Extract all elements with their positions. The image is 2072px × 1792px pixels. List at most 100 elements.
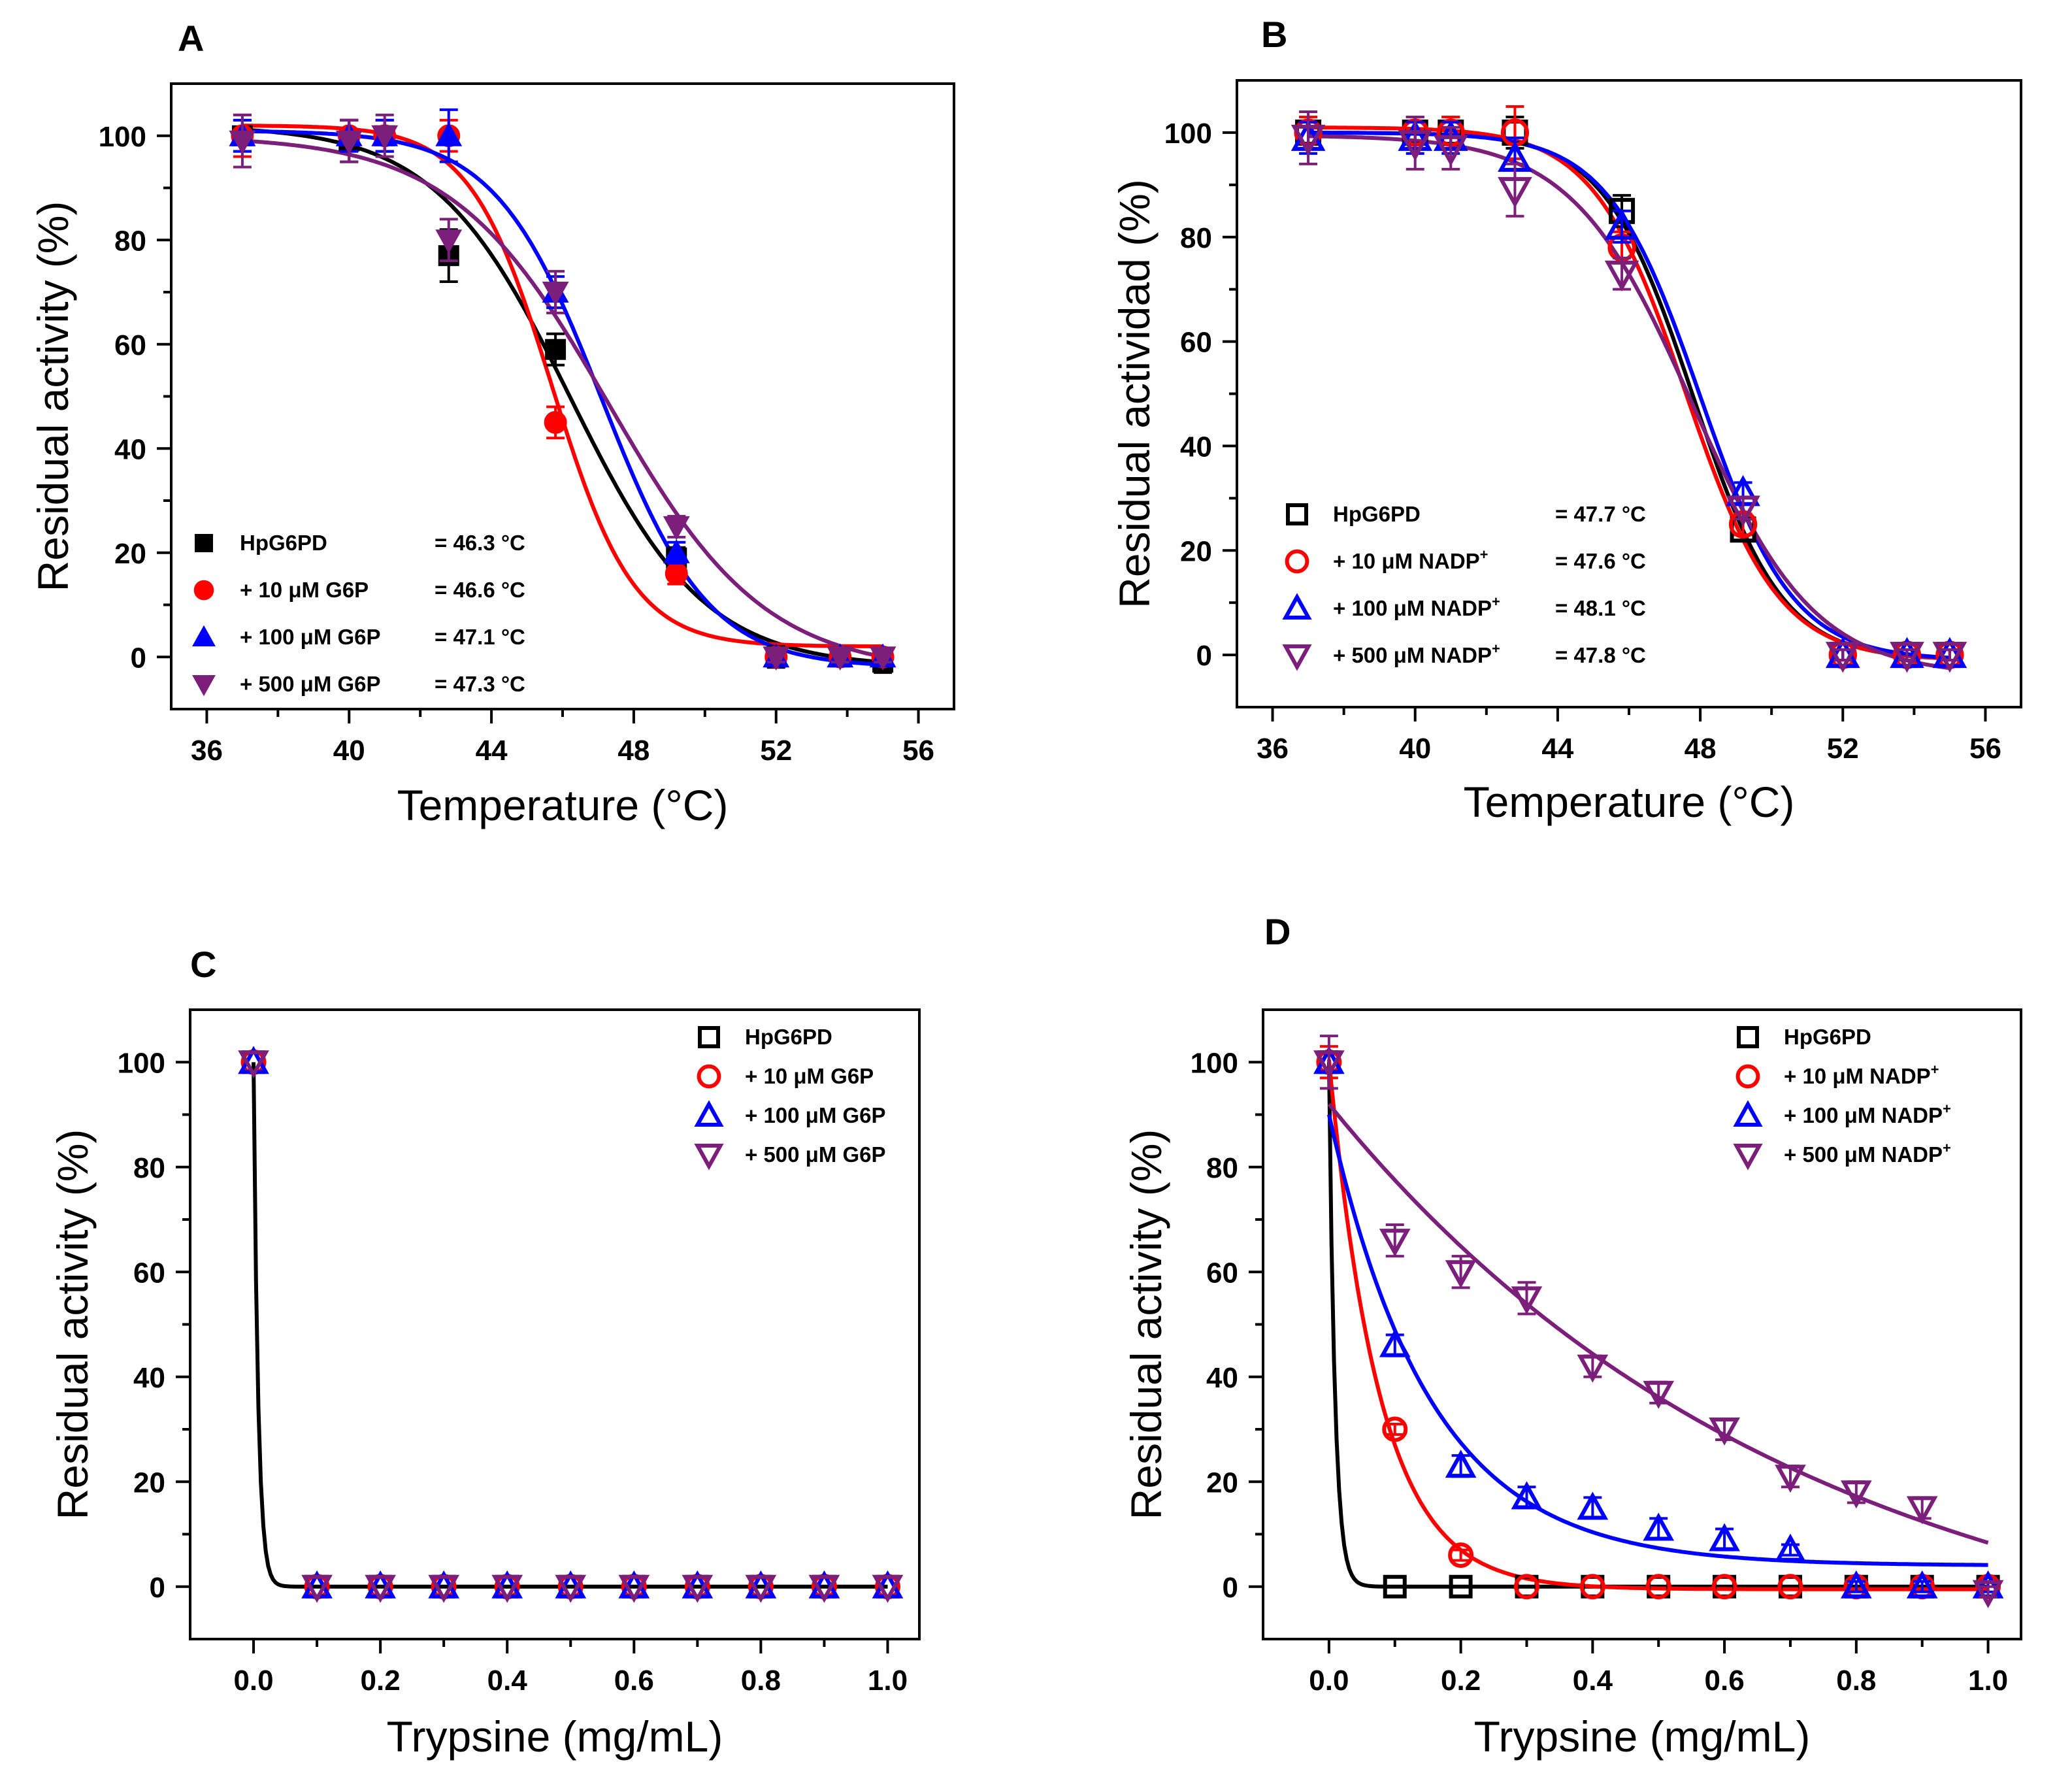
x-tick-label: 0.4 (487, 1665, 528, 1697)
x-tick-label: 40 (333, 735, 365, 767)
y-tick-label: 100 (118, 1047, 165, 1079)
y-tick-label: 80 (1180, 222, 1212, 254)
y-tick-label: 60 (1206, 1257, 1238, 1289)
data-point (663, 539, 690, 563)
data-point (1398, 129, 1433, 161)
data-point (1604, 260, 1639, 292)
y-tick-label: 20 (133, 1467, 165, 1499)
x-axis-title: Trypsine (mg/mL) (1474, 1712, 1811, 1761)
data-point (365, 1574, 396, 1603)
legend-superscript: + (1943, 1101, 1951, 1117)
data-point (763, 646, 790, 671)
data-point (827, 646, 854, 671)
y-axis-title: Residual activity (%) (29, 201, 77, 592)
legend-label: + 100 μM G6P (745, 1103, 886, 1127)
data-point (1313, 1050, 1345, 1079)
y-tick-label: 0 (131, 642, 146, 674)
y-tick-label: 60 (1180, 327, 1212, 359)
x-tick-label: 56 (902, 735, 934, 767)
legend-label: + 500 μM NADP+ (1333, 640, 1500, 667)
data-point (1643, 1512, 1675, 1541)
legend-label: + 100 μM NADP+ (1784, 1101, 1951, 1127)
legend-label: HpG6PD (1784, 1025, 1871, 1049)
y-tick-label: 80 (1206, 1152, 1238, 1184)
data-point (435, 122, 463, 146)
panel-label: D (1264, 911, 1291, 952)
data-point (1511, 1481, 1543, 1510)
x-tick-label: 0.0 (233, 1665, 273, 1697)
panel-label: C (190, 944, 216, 985)
legend-label: HpG6PD (240, 531, 327, 555)
legend-marker (694, 1144, 724, 1170)
data-point (542, 282, 569, 306)
data-point (872, 1574, 904, 1603)
legend-marker (1285, 549, 1309, 574)
data-point (545, 339, 567, 360)
x-tick-label: 36 (191, 735, 223, 767)
legend-label: + 500 μM G6P (240, 672, 381, 696)
data-point (1445, 1260, 1477, 1289)
y-axis-title: Residual activity (%) (48, 1129, 97, 1520)
x-tick-label: 52 (760, 735, 792, 767)
x-tick-label: 0.8 (1836, 1665, 1876, 1697)
data-point (665, 562, 688, 586)
y-tick-label: 80 (133, 1152, 165, 1184)
panel-label: B (1261, 14, 1287, 55)
y-tick-label: 60 (114, 329, 146, 361)
data-point (1577, 1491, 1609, 1520)
legend-value: = 46.6 °C (435, 578, 525, 602)
x-tick-label: 1.0 (1968, 1665, 2008, 1697)
x-tick-label: 48 (617, 735, 650, 767)
data-point (1906, 1496, 1938, 1525)
data-point (1726, 495, 1760, 527)
data-point (1382, 1416, 1408, 1442)
legend-label: + 500 μM G6P (745, 1142, 886, 1167)
legend-value: = 48.1 °C (1555, 596, 1646, 620)
x-tick-label: 48 (1685, 733, 1717, 765)
legend-superscript: + (1492, 640, 1500, 657)
data-point (1777, 1574, 1803, 1600)
x-tick-label: 0.0 (1309, 1665, 1349, 1697)
legend-label: + 10 μM NADP+ (1784, 1061, 1939, 1088)
legend-marker (698, 1026, 720, 1048)
y-axis-title: Residual actividad (%) (1110, 179, 1159, 608)
data-point (1825, 642, 1860, 673)
y-tick-label: 80 (114, 225, 146, 257)
x-tick-label: 0.6 (1705, 1665, 1745, 1697)
legend-marker (1286, 503, 1308, 525)
legend-marker (192, 675, 216, 697)
y-axis-title: Residual activity (%) (1122, 1129, 1170, 1520)
y-tick-label: 0 (1196, 640, 1212, 672)
data-point (1972, 1580, 2004, 1608)
data-point (491, 1574, 523, 1603)
data-point (428, 1574, 460, 1603)
data-point (1890, 642, 1924, 673)
x-tick-label: 1.0 (868, 1665, 908, 1697)
legend-label: HpG6PD (1333, 502, 1421, 526)
data-point (745, 1574, 777, 1603)
data-point (682, 1574, 714, 1603)
data-point (1643, 1380, 1675, 1409)
legend-marker (694, 1100, 724, 1127)
data-point (1383, 1574, 1407, 1599)
panel-C: C 0.0 0.2 0.4 0.6 0.8 1.0 0 20 40 60 80 100 Trypsine … (48, 944, 921, 1761)
x-axis-title: Temperature (°C) (397, 781, 729, 829)
legend-value: = 47.1 °C (435, 625, 525, 649)
data-point (1840, 1480, 1872, 1509)
legend-label: + 100 μM G6P (240, 625, 381, 649)
data-point (1579, 1574, 1605, 1600)
y-tick-label: 100 (99, 121, 146, 153)
data-point (1379, 1229, 1411, 1257)
data-point (1498, 176, 1532, 208)
data-point (1445, 1450, 1477, 1478)
data-point (1645, 1574, 1671, 1600)
y-tick-label: 40 (1206, 1362, 1238, 1394)
legend-value: = 47.7 °C (1555, 502, 1646, 526)
y-tick-label: 20 (1206, 1467, 1238, 1499)
x-axis-title: Trypsine (mg/mL) (387, 1712, 723, 1761)
data-point (1577, 1354, 1609, 1383)
legend-marker (193, 580, 214, 601)
x-tick-label: 0.6 (614, 1665, 654, 1697)
data-point (1709, 1418, 1740, 1446)
